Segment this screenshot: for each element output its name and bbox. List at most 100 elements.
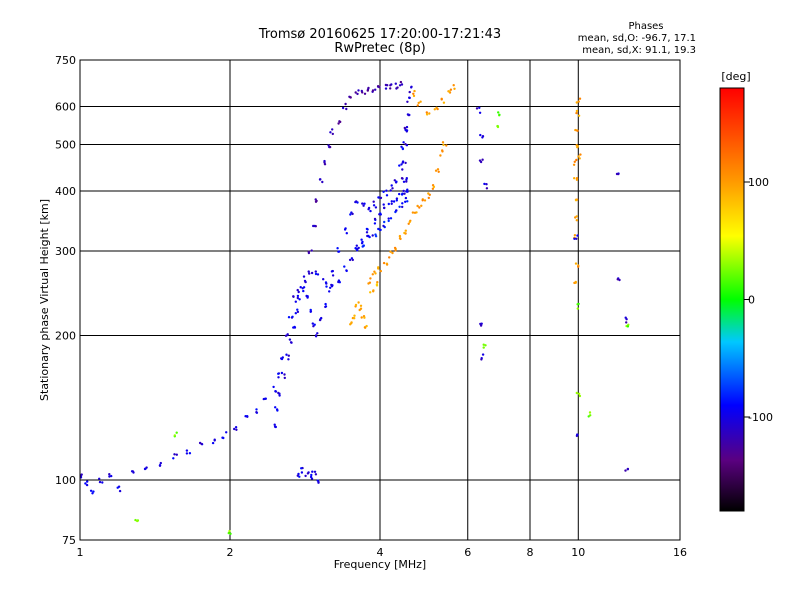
data-point [428, 112, 431, 115]
data-point [234, 426, 238, 429]
data-point [287, 358, 290, 361]
data-point [421, 199, 424, 202]
data-point [404, 196, 408, 200]
data-point [412, 92, 415, 96]
data-point [375, 283, 379, 286]
data-point [576, 129, 579, 132]
x-tick-label: 8 [527, 546, 534, 559]
data-point [412, 94, 416, 98]
data-point [354, 247, 357, 250]
data-point [404, 143, 407, 146]
data-point [398, 237, 402, 240]
data-point [578, 157, 581, 160]
data-point [349, 323, 352, 326]
data-point [478, 111, 482, 115]
data-point [416, 104, 419, 107]
data-point [576, 146, 579, 149]
data-point [572, 163, 576, 166]
data-point [369, 291, 372, 294]
data-point [577, 100, 580, 103]
data-point [617, 172, 620, 176]
data-point [625, 318, 628, 321]
data-point [110, 474, 113, 478]
data-point [575, 237, 578, 240]
data-point [389, 217, 393, 220]
data-point [350, 321, 353, 324]
data-point [272, 385, 275, 389]
data-point [296, 288, 299, 292]
stats-title: Phases [628, 21, 663, 32]
data-point [391, 187, 394, 190]
data-point [143, 467, 147, 471]
data-point [575, 177, 579, 180]
data-point [285, 353, 288, 356]
data-point [84, 482, 87, 485]
data-point [401, 160, 405, 163]
data-point [420, 204, 423, 207]
data-point [574, 128, 577, 132]
data-point [445, 144, 448, 147]
data-point [329, 286, 332, 289]
data-point [310, 249, 313, 252]
data-point [307, 251, 311, 255]
data-point [376, 281, 379, 284]
data-point [442, 143, 445, 147]
data-point [402, 141, 405, 144]
data-point [396, 86, 399, 89]
data-point [577, 114, 581, 117]
data-point [330, 285, 334, 288]
data-point [318, 178, 322, 181]
data-point [292, 295, 295, 298]
data-point [86, 480, 89, 483]
data-point [264, 397, 267, 400]
data-point [304, 474, 307, 478]
data-point [575, 215, 578, 218]
data-point [391, 251, 394, 255]
data-point [374, 206, 378, 209]
data-point [341, 106, 345, 110]
data-point [573, 177, 576, 180]
chart-subtitle: RwPretec (8p) [334, 41, 425, 56]
data-point [394, 82, 397, 85]
data-point [436, 168, 440, 171]
data-point [313, 470, 317, 473]
data-point [401, 205, 404, 209]
data-point [574, 262, 578, 265]
data-point [355, 244, 358, 247]
data-point [394, 249, 397, 252]
data-point [405, 125, 409, 129]
data-point [293, 325, 296, 329]
data-point [398, 192, 401, 196]
data-point [384, 87, 388, 90]
data-point [371, 234, 374, 237]
chart-title: Tromsø 20160625 17:20:00-17:21:43 [258, 27, 501, 42]
data-point [353, 317, 356, 320]
data-point [440, 98, 443, 101]
data-point [498, 113, 501, 117]
colorbar-label: [deg] [721, 70, 750, 83]
data-point [85, 483, 89, 487]
data-point [235, 428, 238, 431]
data-point [413, 211, 417, 214]
x-tick-label: 4 [377, 546, 384, 559]
data-point [387, 217, 390, 220]
data-point [309, 475, 313, 479]
data-point [300, 471, 304, 474]
data-point [363, 316, 366, 319]
data-point [185, 452, 189, 455]
data-point [379, 269, 382, 273]
data-point [314, 272, 318, 276]
data-point [575, 109, 579, 113]
data-point [225, 431, 228, 434]
data-point [360, 89, 363, 93]
data-point [325, 285, 328, 288]
data-point [382, 190, 385, 193]
data-point [277, 372, 280, 375]
data-point [575, 158, 578, 162]
data-point [294, 300, 297, 303]
data-point [309, 310, 312, 313]
data-point [323, 159, 326, 163]
x-tick-label: 2 [227, 546, 234, 559]
data-point [311, 470, 314, 473]
